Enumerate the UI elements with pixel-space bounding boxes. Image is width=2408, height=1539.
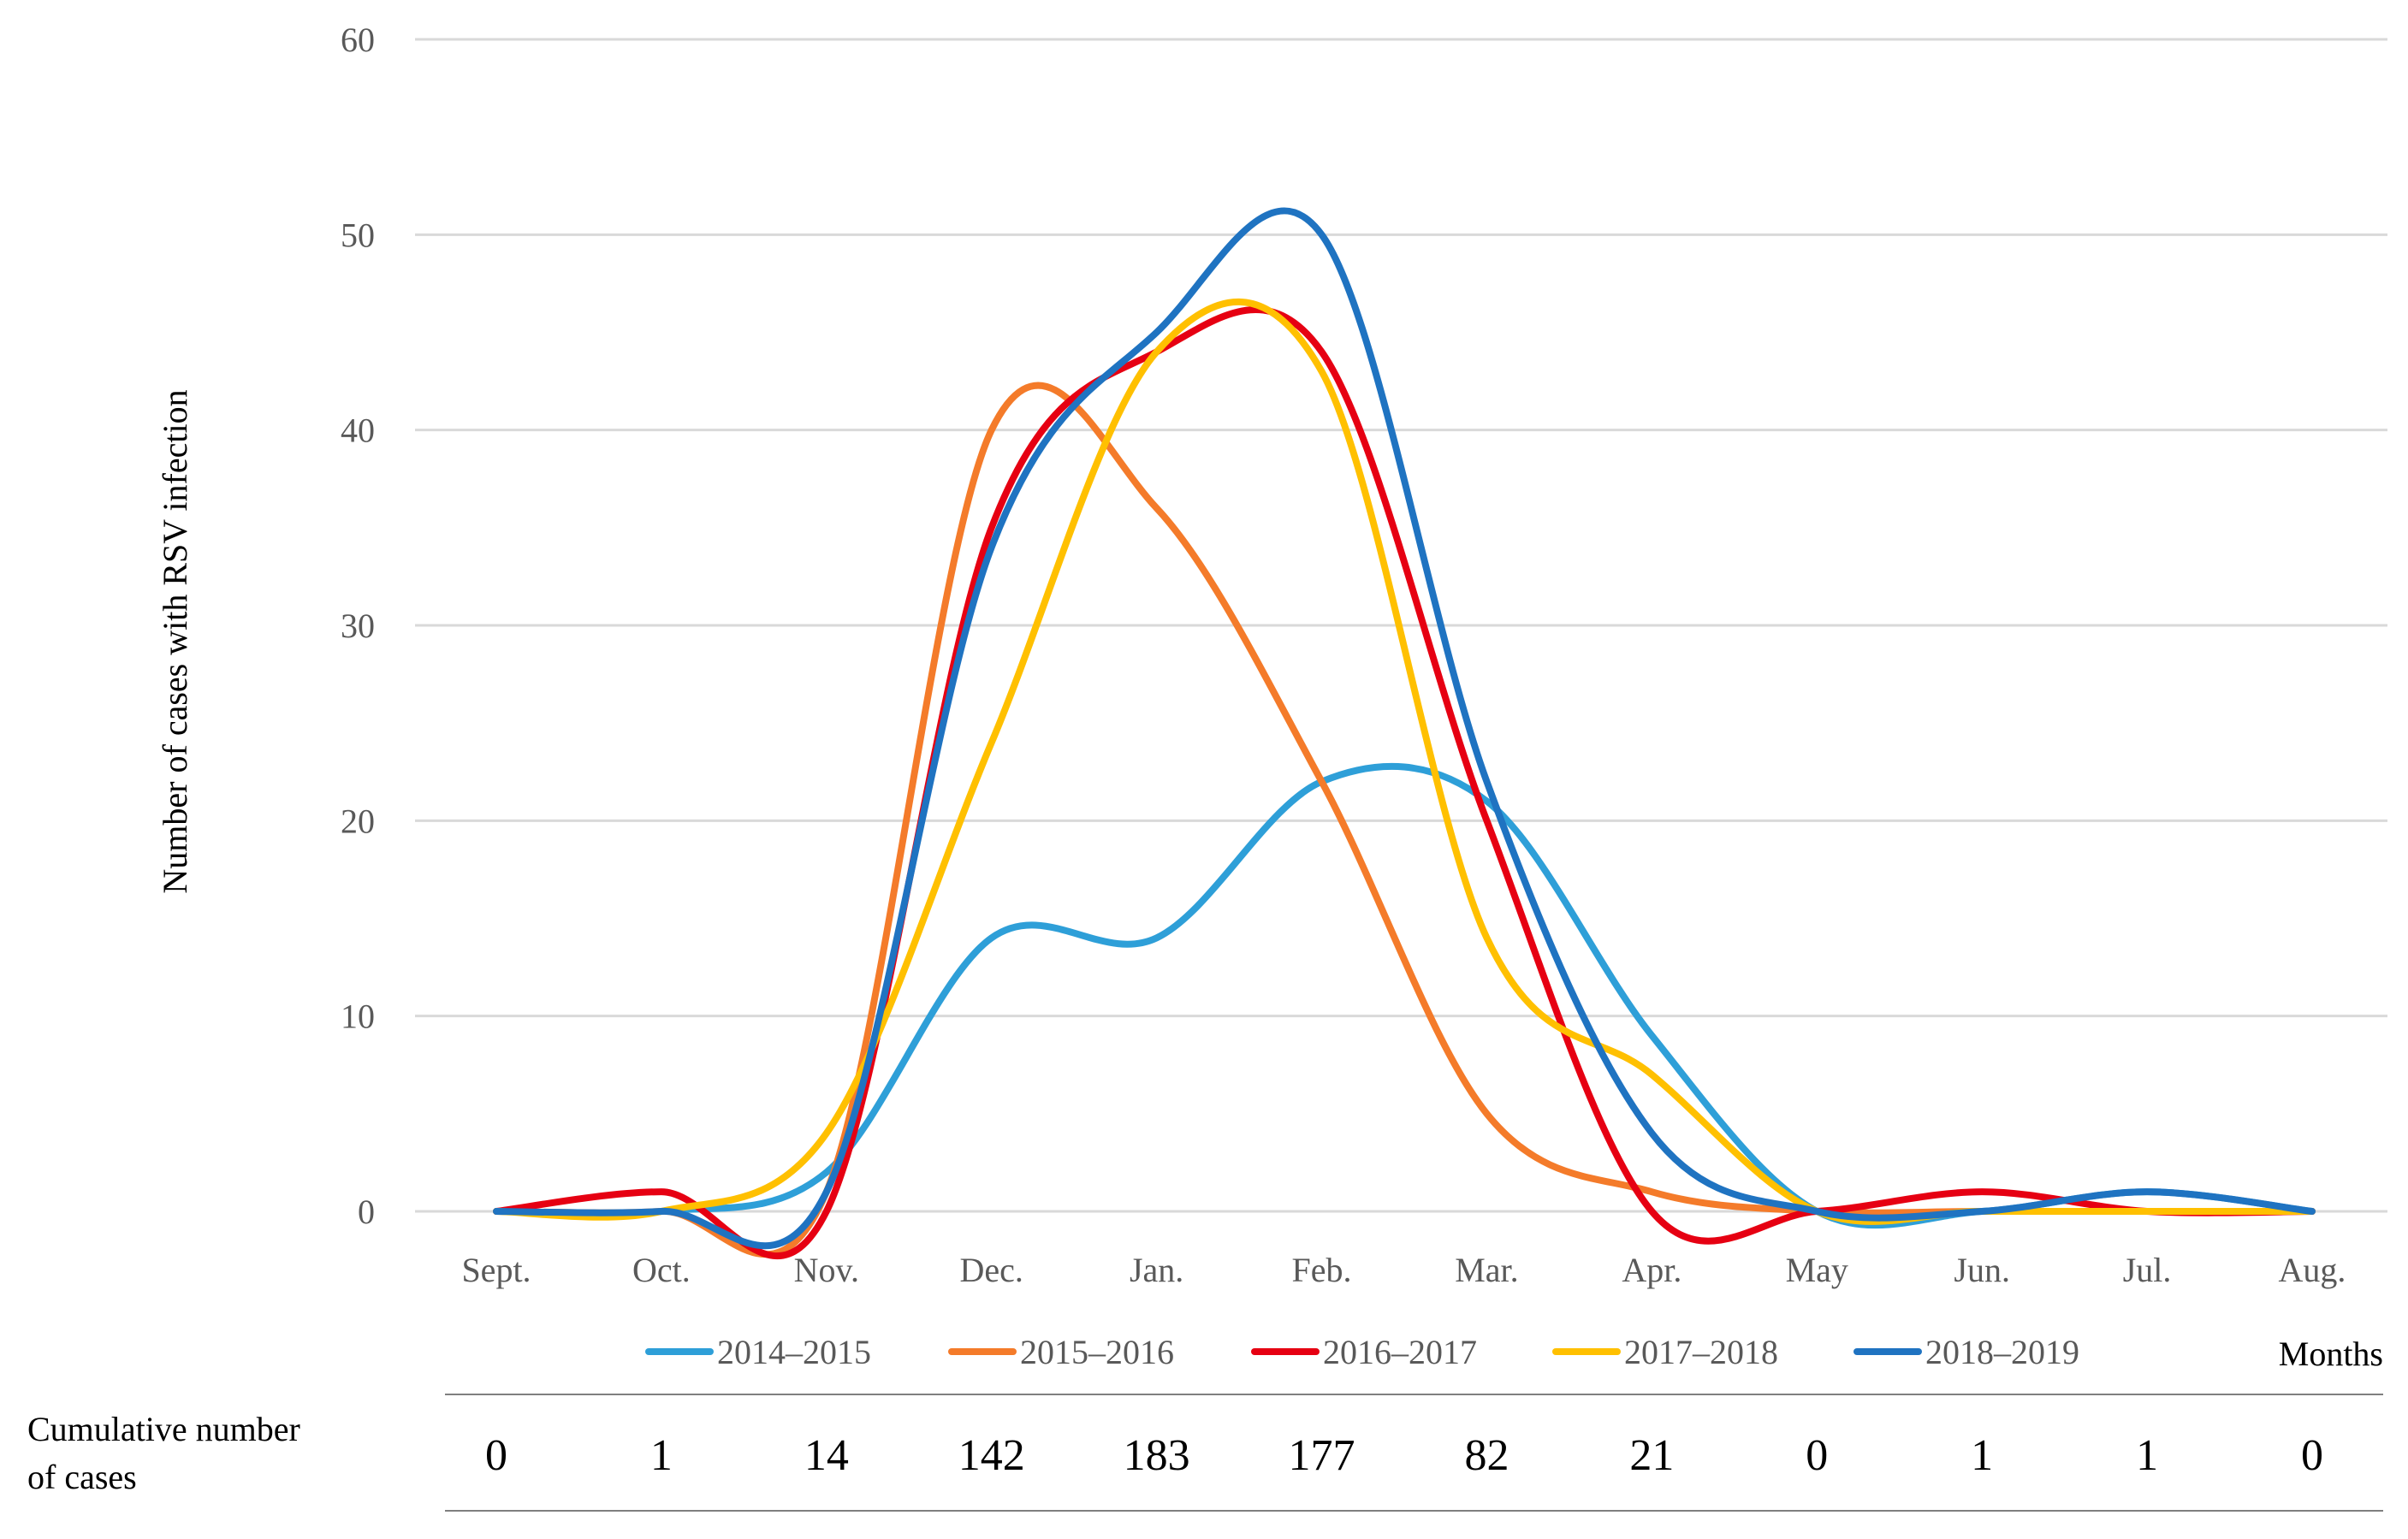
cumulative-value: 0 xyxy=(1806,1431,1828,1480)
legend-item: 2017–2018 xyxy=(1552,1333,1778,1371)
legend-label: 2014–2015 xyxy=(717,1333,871,1371)
x-tick-label: Feb. xyxy=(1292,1251,1352,1289)
legend-item: 2015–2016 xyxy=(948,1333,1174,1371)
x-tick-label: Oct. xyxy=(632,1251,691,1289)
x-tick-label: Nov. xyxy=(794,1251,859,1289)
cumulative-value: 21 xyxy=(1629,1431,1674,1480)
cumulative-value: 14 xyxy=(804,1431,849,1480)
legend-label: 2018–2019 xyxy=(1925,1333,2079,1371)
x-tick-label: Jul. xyxy=(2123,1251,2172,1289)
legend-label: 2016–2017 xyxy=(1323,1333,1477,1371)
x-tick-label: Mar. xyxy=(1455,1251,1518,1289)
cumulative-value: 1 xyxy=(1971,1431,1993,1480)
cumulative-value: 0 xyxy=(485,1431,507,1480)
x-tick-label: Sept. xyxy=(461,1251,531,1289)
y-tick-label: 10 xyxy=(341,997,375,1036)
y-tick-label: 20 xyxy=(341,802,375,840)
cumulative-value: 1 xyxy=(2136,1431,2158,1480)
x-tick-label: Aug. xyxy=(2279,1251,2346,1289)
cumulative-values: 0 1 14 142 183 177 82 21 0 1 1 0 xyxy=(485,1431,2323,1480)
x-tick-label: Jun. xyxy=(1954,1251,2010,1289)
y-tick-label: 60 xyxy=(341,21,375,59)
x-axis-title: Months xyxy=(2279,1335,2383,1373)
legend-item: 2016–2017 xyxy=(1251,1333,1477,1371)
cumulative-value: 1 xyxy=(650,1431,673,1480)
series-line-0 xyxy=(493,762,2316,1229)
x-tick-label: Apr. xyxy=(1622,1251,1681,1289)
series-lines xyxy=(493,207,2316,1260)
gridlines xyxy=(415,38,2387,1213)
cumulative-label-line1: Cumulative number xyxy=(27,1410,300,1448)
legend-label: 2015–2016 xyxy=(1020,1333,1174,1371)
series-line-3 xyxy=(493,298,2316,1225)
cumulative-value: 183 xyxy=(1124,1431,1190,1480)
legend-item: 2018–2019 xyxy=(1853,1333,2079,1371)
x-axis-ticks: Sept. Oct. Nov. Dec. Jan. Feb. Mar. Apr. May Jun.… xyxy=(461,1251,2346,1289)
y-tick-label: 0 xyxy=(358,1193,375,1231)
x-tick-label: Jan. xyxy=(1130,1251,1183,1289)
legend: 2014–2015 2015–2016 2016–2017 2017–2018 2018… xyxy=(645,1333,2079,1371)
x-tick-label: May xyxy=(1786,1251,1848,1289)
legend-item: 2014–2015 xyxy=(645,1333,871,1371)
cumulative-value: 142 xyxy=(958,1431,1025,1480)
y-axis-ticks: 0 10 20 30 40 50 60 xyxy=(341,21,375,1231)
y-tick-label: 50 xyxy=(341,216,375,254)
y-tick-label: 40 xyxy=(341,411,375,450)
series-line-4 xyxy=(493,207,2316,1250)
cumulative-label-line2: of cases xyxy=(27,1458,137,1496)
cumulative-value: 0 xyxy=(2301,1431,2323,1480)
y-axis-title: Number of cases with RSV infection xyxy=(156,389,194,893)
legend-label: 2017–2018 xyxy=(1624,1333,1778,1371)
x-tick-label: Dec. xyxy=(960,1251,1023,1289)
y-tick-label: 30 xyxy=(341,607,375,645)
cumulative-value: 177 xyxy=(1289,1431,1355,1480)
cumulative-value: 82 xyxy=(1464,1431,1509,1480)
series-line-2 xyxy=(493,306,2316,1260)
